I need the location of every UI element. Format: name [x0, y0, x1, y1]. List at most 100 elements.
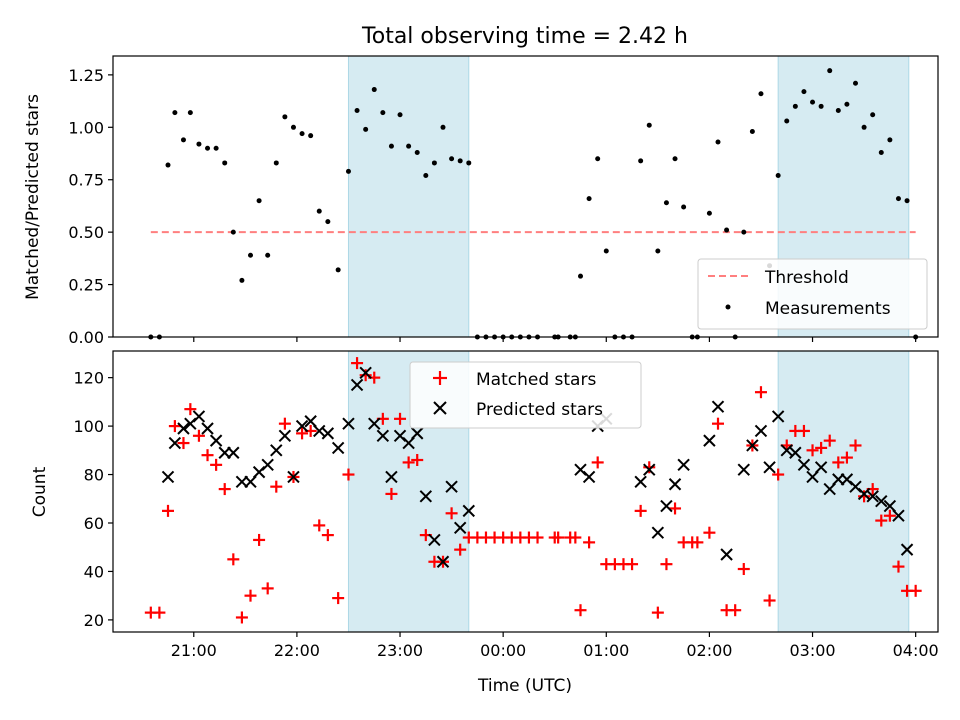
- xtick-label-7: 04:00: [893, 641, 939, 660]
- predicted-point-5: [201, 422, 214, 435]
- bottom-ytick-label-4: 100: [73, 417, 104, 436]
- matched-point-78: [815, 441, 828, 454]
- predicted-point-34: [453, 521, 467, 535]
- predicted-point-30: [419, 490, 433, 503]
- predicted-point-6: [209, 434, 223, 447]
- matched-point-11: [235, 611, 248, 624]
- predicted-point-68: [900, 543, 914, 556]
- measurement-point-8: [213, 145, 219, 151]
- matched-point-80: [832, 456, 845, 469]
- matched-point-81: [840, 451, 853, 464]
- predicted-point-64: [866, 490, 879, 503]
- matched-point-23: [342, 468, 355, 481]
- matched-point-60: [660, 558, 673, 571]
- matched-point-36: [454, 543, 467, 556]
- measurement-point-66: [715, 139, 721, 145]
- predicted-point-21: [342, 417, 355, 430]
- bottom-ytick-label-5: 120: [73, 369, 104, 388]
- top-ytick-label-2: 0.50: [68, 223, 104, 242]
- measurement-point-52: [595, 156, 601, 162]
- measurement-point-51: [586, 196, 592, 202]
- top-x-ticks: [193, 337, 917, 342]
- bottom-ytick-label-2: 60: [84, 514, 104, 533]
- measurement-point-30: [406, 143, 412, 149]
- predicted-point-56: [797, 458, 811, 472]
- xtick-label-1: 22:00: [274, 641, 320, 660]
- measurement-point-25: [363, 126, 369, 132]
- chart-title: Total observing time = 2.42 h: [361, 24, 688, 49]
- predicted-point-49: [737, 463, 750, 476]
- measurement-point-15: [273, 160, 279, 166]
- matched-point-10: [227, 553, 240, 566]
- predicted-point-45: [677, 458, 690, 472]
- matched-point-18: [296, 427, 309, 440]
- predicted-point-52: [763, 461, 776, 474]
- bottom-x-ticks: 21:00 22:00 23:00 00:00 01:00 02:00 03:00 04:00: [171, 632, 939, 660]
- legend-predicted-label: Predicted stars: [476, 400, 603, 420]
- measurement-point-88: [904, 198, 910, 204]
- measurement-point-81: [844, 101, 850, 107]
- bottom-ytick-label-3: 80: [84, 466, 104, 485]
- measurement-point-27: [380, 110, 386, 116]
- measurement-point-2: [165, 162, 171, 168]
- measurement-point-82: [853, 80, 858, 86]
- predicted-point-58: [814, 461, 828, 474]
- predicted-point-1: [168, 436, 182, 450]
- top-y-axis-label: Matched/Predicted stars: [23, 94, 43, 300]
- measurement-point-14: [265, 252, 271, 258]
- measurement-point-36: [457, 158, 463, 164]
- predicted-point-0: [161, 470, 175, 484]
- ratio-panel: 0.00 0.25 0.50 0.75 1.00 1.25 Matched/Predict…: [23, 55, 939, 347]
- measurement-point-53: [603, 248, 609, 254]
- matched-point-15: [270, 480, 283, 493]
- predicted-point-29: [411, 427, 424, 440]
- measurement-point-34: [440, 124, 446, 130]
- measurement-point-73: [775, 173, 781, 179]
- measurement-point-80: [835, 108, 841, 114]
- matched-point-24: [351, 357, 364, 370]
- matched-point-72: [763, 594, 776, 607]
- matched-point-13: [253, 533, 266, 546]
- measurement-point-61: [672, 156, 678, 162]
- measurement-point-77: [810, 99, 816, 105]
- measurement-point-7: [205, 145, 211, 151]
- matched-point-64: [691, 536, 704, 549]
- measurement-point-12: [248, 252, 253, 258]
- predicted-point-14: [278, 429, 292, 442]
- bottom-y-ticks: 20 40 60 80 100 120: [73, 369, 113, 630]
- bottom-legend: Matched stars Predicted stars: [409, 361, 642, 429]
- measurement-point-50: [578, 273, 583, 279]
- count-panel: 20 40 60 80 100 120 21:00 22:00 23:00 00:00 01:00…: [30, 350, 939, 696]
- measurement-point-31: [414, 149, 420, 155]
- matched-point-61: [669, 502, 682, 515]
- matched-point-30: [402, 456, 415, 469]
- predicted-point-51: [754, 424, 768, 438]
- bottom-ytick-label-1: 40: [84, 562, 104, 581]
- matched-point-21: [321, 529, 334, 542]
- matched-point-52: [591, 456, 604, 469]
- predicted-point-12: [261, 458, 274, 472]
- predicted-point-15: [287, 470, 300, 484]
- legend-matched-label: Matched stars: [476, 370, 596, 390]
- bottom-ytick-label-0: 20: [84, 611, 104, 630]
- measurement-point-16: [282, 114, 288, 120]
- measurement-points: [148, 68, 919, 340]
- matched-point-89: [909, 584, 922, 597]
- measurement-point-13: [256, 198, 262, 204]
- measurement-point-21: [325, 219, 331, 225]
- matched-point-16: [278, 417, 291, 430]
- measurement-point-71: [758, 91, 764, 97]
- matched-point-6: [192, 429, 205, 442]
- predicted-point-32: [436, 555, 450, 568]
- predicted-point-37: [582, 470, 596, 484]
- predicted-point-67: [892, 509, 905, 522]
- bottom-axes-frame: [112, 350, 939, 633]
- predicted-point-47: [711, 400, 725, 413]
- measurement-point-74: [784, 118, 790, 124]
- matched-point-25: [359, 369, 372, 382]
- predicted-point-22: [350, 378, 364, 392]
- predicted-point-16: [295, 419, 309, 433]
- matched-point-28: [385, 487, 398, 500]
- xtick-label-6: 03:00: [789, 641, 835, 660]
- measurement-point-32: [423, 173, 429, 179]
